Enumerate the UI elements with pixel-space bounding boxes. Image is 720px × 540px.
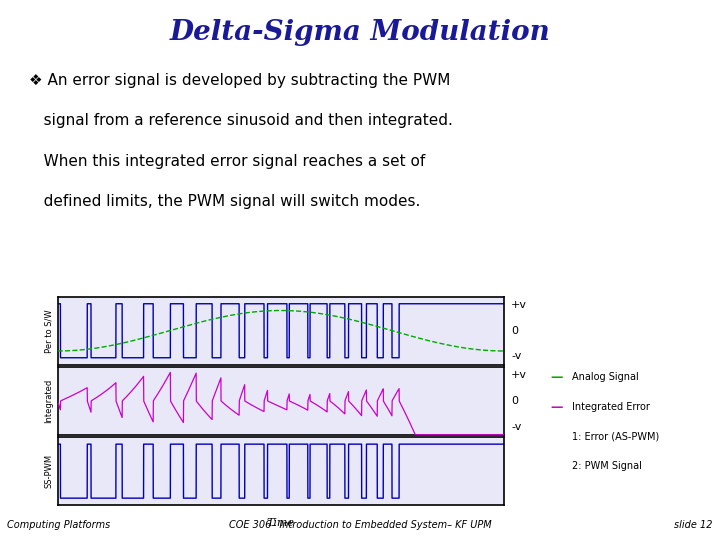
- Y-axis label: Integrated: Integrated: [45, 379, 53, 423]
- Text: slide 12: slide 12: [675, 520, 713, 530]
- Text: +v: +v: [511, 370, 527, 380]
- Text: When this integrated error signal reaches a set of: When this integrated error signal reache…: [29, 153, 425, 168]
- Text: —: —: [551, 371, 563, 384]
- Text: 0: 0: [511, 396, 518, 406]
- Text: Time: Time: [267, 518, 294, 529]
- Text: -v: -v: [511, 422, 521, 431]
- Text: -v: -v: [511, 352, 521, 361]
- Y-axis label: SS-PWM: SS-PWM: [45, 454, 53, 488]
- Text: —: —: [551, 401, 563, 414]
- Text: Integrated Error: Integrated Error: [572, 402, 650, 412]
- Text: COE 306– Introduction to Embedded System– KF UPM: COE 306– Introduction to Embedded System…: [229, 520, 491, 530]
- Text: signal from a reference sinusoid and then integrated.: signal from a reference sinusoid and the…: [29, 113, 453, 129]
- Text: Analog Signal: Analog Signal: [572, 372, 639, 382]
- Text: Delta-Sigma Modulation: Delta-Sigma Modulation: [170, 19, 550, 46]
- Text: Computing Platforms: Computing Platforms: [7, 520, 110, 530]
- Text: 0: 0: [511, 326, 518, 336]
- Text: 1: Error (AS-PWM): 1: Error (AS-PWM): [572, 431, 660, 442]
- Y-axis label: Per to S/W: Per to S/W: [45, 309, 53, 353]
- Text: defined limits, the PWM signal will switch modes.: defined limits, the PWM signal will swit…: [29, 194, 420, 208]
- Text: 2: PWM Signal: 2: PWM Signal: [572, 461, 642, 471]
- Text: ❖ An error signal is developed by subtracting the PWM: ❖ An error signal is developed by subtra…: [29, 73, 450, 88]
- Text: +v: +v: [511, 300, 527, 310]
